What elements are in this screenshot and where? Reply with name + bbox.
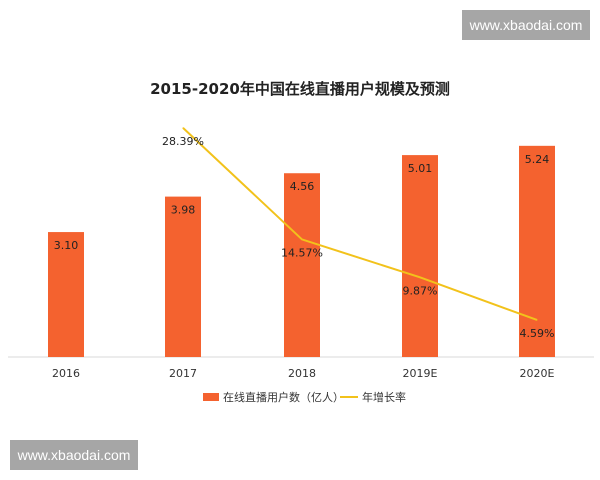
watermark-top-right: www.xbaodai.com — [462, 10, 590, 40]
bar-data-label: 5.24 — [525, 153, 550, 166]
legend-label-line: 年增长率 — [362, 390, 406, 404]
bar — [165, 196, 201, 357]
bar-data-label: 4.56 — [290, 180, 315, 193]
line-point — [419, 276, 421, 278]
legend: 在线直播用户数（亿人） 年增长率 — [203, 390, 406, 404]
x-tick-label: 2018 — [288, 367, 316, 380]
bar-data-label: 3.98 — [171, 204, 196, 217]
bar — [284, 173, 320, 357]
legend-swatch-bar — [203, 393, 219, 401]
bar-data-label: 5.01 — [408, 162, 433, 175]
watermark-bottom-left: www.xbaodai.com — [10, 440, 138, 470]
chart-title: 2015-2020年中国在线直播用户规模及预测 — [150, 80, 450, 98]
line-data-label: 28.39% — [162, 135, 204, 148]
x-tick-label: 2017 — [169, 367, 197, 380]
line-point — [536, 319, 538, 321]
x-tick-label: 2020E — [520, 367, 555, 380]
line-data-label: 4.59% — [520, 327, 555, 340]
line-data-label: 9.87% — [403, 284, 438, 297]
line-data-label: 14.57% — [281, 246, 323, 259]
line-point — [182, 127, 184, 129]
bar — [519, 145, 555, 357]
growth-rate-line — [182, 127, 538, 321]
x-tick-label: 2016 — [52, 367, 80, 380]
line-point — [301, 238, 303, 240]
bar-data-label: 3.10 — [54, 239, 79, 252]
legend-label-bar: 在线直播用户数（亿人） — [223, 390, 344, 404]
bar — [48, 232, 84, 357]
x-tick-label: 2019E — [403, 367, 438, 380]
bar — [402, 155, 438, 357]
